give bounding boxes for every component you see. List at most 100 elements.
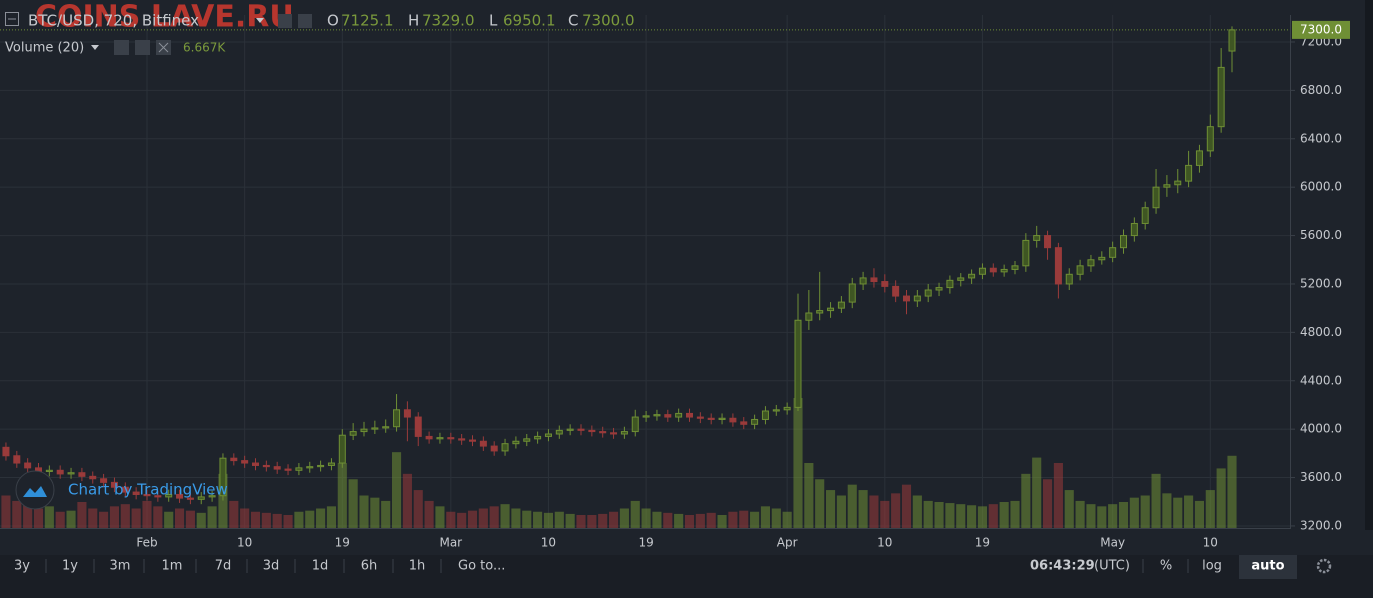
percent-button[interactable]: % [1160, 559, 1172, 574]
tradingview-badge[interactable] [15, 470, 55, 510]
series-icon[interactable] [278, 14, 292, 28]
volume-bar [923, 500, 933, 528]
candle-body [729, 417, 737, 423]
volume-bar [1173, 497, 1183, 528]
settings-button[interactable] [1316, 558, 1332, 574]
volume-bar [1194, 500, 1205, 528]
candle-body [664, 414, 672, 418]
candle-body [1130, 222, 1138, 237]
series-icon[interactable] [298, 14, 312, 28]
volume-bar [77, 502, 87, 528]
attribution[interactable]: Chart by TradingView [68, 481, 228, 499]
volume-bar [869, 495, 879, 528]
log-button[interactable]: log [1202, 559, 1222, 574]
volume-bar [142, 500, 152, 528]
volume-bar [522, 510, 532, 528]
candle-body [1109, 247, 1117, 258]
candle-body [1163, 184, 1171, 188]
range-button[interactable]: 1y [62, 559, 78, 574]
volume-bar [44, 506, 54, 528]
volume-bar [967, 505, 977, 528]
candle-body [1022, 239, 1030, 267]
range-button[interactable]: 3m [110, 559, 131, 574]
volume-bar [1064, 490, 1074, 528]
volume-bar [185, 510, 195, 528]
volume-bar [1, 495, 11, 528]
volume-bar [1205, 490, 1215, 528]
candle-body [501, 443, 509, 452]
volume-bar [207, 506, 217, 528]
candle-body [1087, 259, 1095, 267]
volume-bar [554, 511, 564, 528]
candle-body [827, 307, 835, 312]
volume-bar [196, 512, 206, 528]
volume-bar [1184, 495, 1194, 528]
candle-body [371, 427, 379, 430]
symbol[interactable]: BTC/USD, 720, Bitfinex [28, 12, 199, 30]
collapse-icon[interactable] [5, 12, 19, 26]
volume-bar [55, 511, 65, 528]
volume-bar [131, 508, 141, 528]
candle-body [262, 464, 270, 468]
candle-body [186, 497, 194, 500]
candle-body [620, 431, 628, 435]
candle-body [848, 283, 856, 303]
candle-body [436, 437, 444, 440]
candle-body [588, 429, 596, 433]
volume-bar [847, 484, 857, 528]
y-tick-label: 4000.0 [1300, 422, 1342, 436]
volume-bar [1227, 455, 1237, 528]
candle-body [306, 466, 314, 469]
range-button[interactable]: 1d [312, 559, 329, 574]
candle-body [978, 267, 986, 275]
candle-body [566, 428, 574, 431]
candle-body [197, 496, 205, 500]
candle-body [1228, 29, 1236, 52]
candle-body [273, 466, 281, 470]
last-price-tag [1292, 20, 1350, 39]
volume-name[interactable]: Volume (20) [5, 41, 84, 56]
candle-body [349, 431, 357, 436]
ohlc-key: L [489, 12, 498, 30]
candle-body [544, 433, 552, 437]
candle-layer [0, 26, 1290, 505]
volume-eye-icon[interactable] [114, 40, 129, 55]
candle-body [447, 437, 455, 440]
range-button[interactable]: 1h [409, 559, 426, 574]
candle-body [1076, 265, 1084, 275]
goto-button[interactable]: Go to... [458, 559, 505, 574]
volume-bar [565, 513, 575, 528]
volume-bar [1162, 493, 1172, 528]
volume-bar [218, 473, 228, 528]
candle-body [675, 412, 683, 418]
x-tick-label: 10 [877, 536, 892, 550]
range-button[interactable]: 7d [215, 559, 232, 574]
volume-bar [598, 513, 608, 528]
volume-menu-arrow[interactable] [91, 45, 99, 50]
volume-bar [988, 504, 998, 528]
auto-button[interactable]: auto [1251, 559, 1284, 574]
candle-body [469, 439, 476, 442]
volume-bar [153, 506, 163, 528]
volume-last: 6.667K [183, 41, 226, 55]
range-button[interactable]: 1m [162, 559, 183, 574]
volume-bar [229, 500, 239, 528]
candle-body [230, 457, 238, 462]
candle-body [761, 410, 769, 420]
candle-body [1120, 235, 1127, 249]
candle-body [121, 486, 129, 493]
candle-body [610, 432, 618, 435]
candle-body [892, 285, 900, 297]
range-button[interactable]: 3d [263, 559, 280, 574]
ohlc-key: O [327, 12, 339, 30]
volume-bar [750, 511, 760, 528]
volume-settings-icon[interactable] [135, 40, 150, 55]
volume-bar [771, 508, 781, 528]
range-button[interactable]: 6h [361, 559, 378, 574]
volume-bar [402, 473, 412, 528]
symbol-menu-arrow[interactable] [256, 18, 264, 23]
auto-button-bg[interactable] [1239, 555, 1297, 579]
range-button[interactable]: 3y [14, 559, 30, 574]
volume-bar [945, 503, 955, 528]
